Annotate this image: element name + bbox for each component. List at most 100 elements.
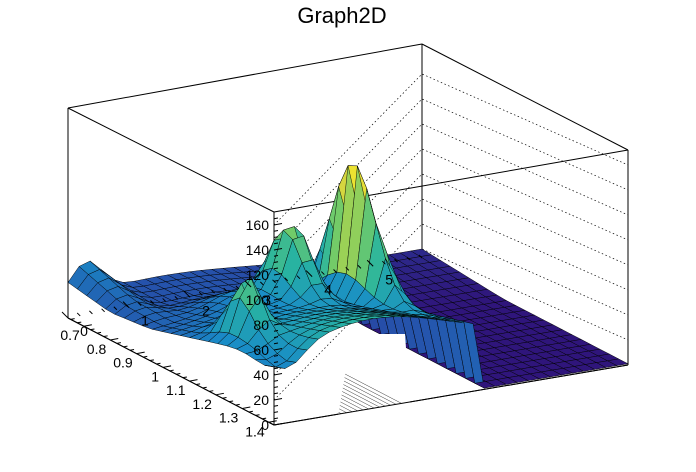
- x-tick-label: 4: [324, 282, 332, 298]
- gap-grid-line: [338, 334, 397, 405]
- gap-floor-panel: [338, 334, 410, 416]
- y-tick: [77, 321, 82, 324]
- y-tick: [129, 349, 135, 351]
- x-tick: [174, 296, 179, 300]
- z-tick: [273, 317, 279, 320]
- gap-grid-line: [338, 334, 380, 408]
- y-tick: [149, 359, 154, 362]
- x-tick-label: 3: [263, 292, 271, 308]
- x-tick: [418, 254, 423, 259]
- z-tick: [273, 286, 279, 288]
- x-tick-label: 2: [202, 302, 210, 318]
- y-tick-label: 0.7: [60, 327, 80, 343]
- z-tick: [273, 355, 279, 357]
- z-tick-label: 140: [246, 242, 270, 258]
- z-tick: [273, 223, 283, 226]
- x-tick: [162, 298, 167, 302]
- front-top-left: [67, 107, 275, 213]
- y-tick: [189, 379, 198, 382]
- y-axis: 0.7 0.8 0.9 1 1.1 1.2 1.3 1.4: [60, 317, 277, 439]
- front-top-right: [273, 149, 629, 213]
- z-tick-label: 60: [253, 342, 269, 358]
- x-tick: [223, 287, 228, 292]
- x-tick-label: 0: [80, 323, 88, 339]
- z-tick-label: 80: [253, 317, 269, 333]
- y-tick: [90, 328, 95, 331]
- x-tick: [406, 256, 411, 261]
- y-tick: [169, 369, 174, 372]
- x-tick: [61, 311, 69, 319]
- x-tick: [357, 264, 362, 269]
- z-tick: [273, 273, 283, 276]
- x-tick: [113, 306, 118, 311]
- surface-plot: [67, 164, 629, 389]
- z-tick-label: 20: [253, 392, 269, 408]
- x-tick: [183, 290, 191, 298]
- z-tick: [273, 323, 283, 326]
- x-tick: [394, 258, 398, 263]
- y-tick-label: 0.9: [113, 355, 133, 371]
- y-tick: [242, 406, 251, 410]
- x-tick: [150, 300, 154, 304]
- gap-grid-line: [338, 334, 391, 406]
- y-tick: [202, 386, 207, 389]
- y-tick: [196, 383, 201, 386]
- z-tick-label: 120: [246, 267, 270, 283]
- z-tick: [273, 380, 279, 382]
- z-tick: [273, 405, 279, 407]
- x-tick: [76, 312, 81, 317]
- y-tick: [176, 373, 181, 375]
- x-tick: [198, 291, 203, 296]
- x-tick: [333, 269, 337, 273]
- z-tick: [273, 367, 279, 370]
- y-axis-line: [67, 317, 275, 426]
- x-tick: [122, 301, 130, 309]
- y-tick: [262, 417, 267, 420]
- x-tick: [235, 285, 240, 290]
- x-axis: 0 1 2 3 4 5: [61, 254, 629, 426]
- y-tick: [182, 376, 187, 379]
- x-tick-label: 1: [141, 313, 149, 329]
- x-tick: [211, 289, 215, 294]
- y-tick: [229, 400, 234, 403]
- z-tick: [273, 373, 283, 376]
- y-tick: [96, 331, 102, 334]
- surface-cell: [606, 358, 629, 366]
- y-tick-label: 1.1: [166, 382, 186, 398]
- y-tick-label: 1.2: [192, 396, 212, 412]
- z-tick: [273, 242, 279, 245]
- y-tick: [143, 355, 148, 358]
- z-tick: [273, 292, 279, 295]
- x-tick: [345, 267, 350, 271]
- y-tick: [248, 410, 253, 413]
- x-tick: [272, 279, 276, 284]
- y-tick-label: 1: [151, 368, 159, 384]
- z-tick: [273, 336, 279, 338]
- z-tick: [273, 248, 283, 251]
- right-top-edge: [421, 43, 629, 151]
- x-tick: [382, 260, 386, 265]
- y-tick: [123, 345, 128, 348]
- z-tick: [273, 255, 279, 257]
- gap-grid-line: [338, 334, 386, 407]
- z-tick: [273, 411, 279, 413]
- z-tick-label: 0: [261, 417, 269, 433]
- y-tick: [136, 351, 145, 355]
- z-tick: [273, 330, 279, 332]
- x-tick: [89, 310, 93, 315]
- z-tick: [273, 392, 279, 395]
- y-tick-label: 1.4: [245, 423, 265, 439]
- z-tick: [273, 230, 279, 232]
- x-tick: [259, 281, 264, 286]
- y-tick: [103, 335, 108, 338]
- y-tick: [222, 397, 227, 399]
- z-tick: [273, 298, 283, 301]
- y-tick: [162, 365, 172, 368]
- x-tick: [137, 302, 142, 306]
- y-tick: [70, 318, 75, 320]
- z-tick: [273, 261, 279, 263]
- z-tick: [273, 267, 279, 270]
- gap-grid-line: [338, 334, 402, 404]
- y-tick: [209, 390, 214, 392]
